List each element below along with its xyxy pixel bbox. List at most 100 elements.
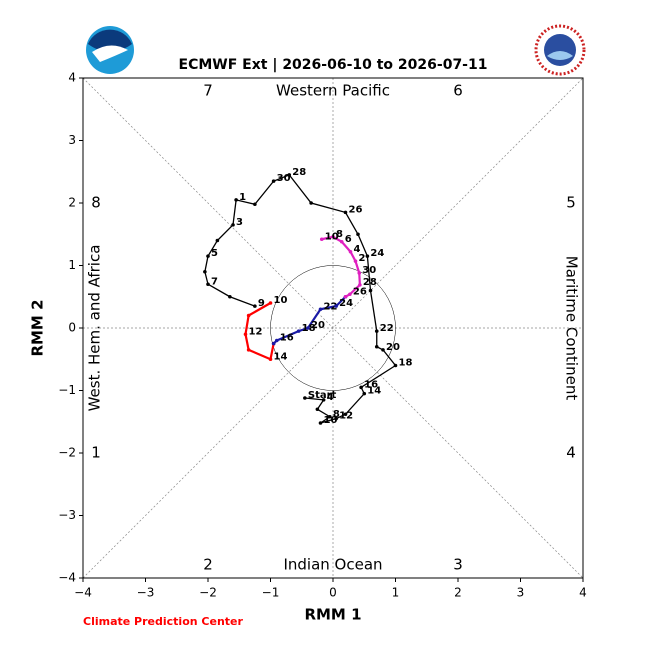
point-label: 30: [277, 173, 291, 184]
point: [234, 198, 238, 202]
x-tick-label: −1: [262, 586, 280, 600]
point: [348, 292, 352, 297]
point-label: 16: [280, 333, 294, 344]
x-tick-label: 0: [329, 586, 337, 600]
point-label: 24: [339, 298, 353, 309]
point: [321, 398, 326, 402]
phase-label: 4: [566, 444, 576, 462]
point-label: 2: [359, 253, 366, 264]
y-axis-label: RMM 2: [29, 299, 47, 356]
point: [368, 288, 373, 293]
phase-label: 3: [453, 556, 463, 574]
point: [393, 363, 398, 368]
x-tick-label: −2: [199, 586, 217, 600]
point: [357, 271, 362, 275]
point: [365, 254, 370, 258]
point-label: 10: [324, 415, 338, 426]
point: [374, 329, 379, 333]
point: [353, 259, 358, 263]
point: [318, 421, 323, 425]
point-label: 30: [362, 265, 376, 276]
point: [359, 385, 363, 390]
point: [268, 357, 273, 362]
y-tick-label: 2: [68, 196, 76, 210]
phase-label: 2: [203, 556, 213, 574]
point-label: 22: [324, 301, 338, 312]
point: [319, 237, 324, 242]
y-tick-label: 1: [68, 258, 76, 272]
point-label: 18: [399, 358, 413, 369]
x-tick-label: 1: [392, 586, 400, 600]
point-label: 12: [339, 411, 353, 422]
point-label: 22: [380, 323, 394, 334]
point: [328, 414, 332, 419]
point-label: 20: [311, 320, 325, 331]
y-tick-label: 3: [68, 133, 76, 147]
nws-logo: [534, 24, 586, 76]
point: [339, 239, 344, 244]
point-label: 14: [274, 351, 288, 362]
point-label: 7: [211, 276, 218, 287]
point: [306, 326, 310, 330]
y-tick-label: 0: [68, 321, 76, 335]
point-label: 10: [274, 295, 288, 306]
point: [331, 234, 335, 239]
point-label: 10: [325, 231, 339, 242]
point: [318, 307, 323, 312]
y-tick-label: 4: [68, 71, 76, 85]
point: [358, 283, 362, 287]
noaa-logo: [86, 26, 134, 74]
point: [203, 269, 207, 274]
region-label: West. Hem. and Africa: [86, 245, 104, 412]
x-tick-label: 2: [454, 586, 462, 600]
point: [253, 202, 257, 207]
point: [268, 301, 273, 305]
point-label: 4: [354, 244, 361, 255]
point: [309, 201, 313, 205]
point: [253, 304, 257, 308]
point-label: 28: [292, 167, 306, 178]
point-label: 26: [349, 204, 363, 215]
phase-label: 6: [453, 82, 463, 100]
point: [381, 348, 385, 352]
point: [348, 249, 353, 254]
x-tick-label: −4: [74, 586, 92, 600]
point-label: Start: [308, 390, 337, 401]
point: [271, 179, 276, 183]
phase-label: 8: [91, 194, 101, 212]
point: [334, 304, 338, 308]
x-tick-label: 3: [517, 586, 525, 600]
y-tick-label: −1: [58, 383, 76, 397]
phase-label: 7: [203, 82, 213, 100]
point-label: 16: [364, 379, 378, 390]
point-label: 14: [367, 386, 381, 397]
point-label: 28: [363, 277, 377, 288]
point-label: 26: [353, 286, 367, 297]
credit: Climate Prediction Center: [83, 615, 243, 628]
point-label: 8: [336, 229, 343, 240]
y-tick-label: −3: [58, 508, 76, 522]
y-tick-label: −2: [58, 446, 76, 460]
phase-label: 1: [91, 444, 101, 462]
point: [215, 238, 220, 243]
point: [296, 329, 301, 333]
point: [334, 416, 338, 421]
point-label: 4: [327, 392, 334, 403]
point: [228, 294, 232, 299]
point: [246, 348, 251, 352]
phase-label: 5: [566, 194, 576, 212]
point-label: 6: [345, 234, 352, 245]
point-label: 20: [386, 342, 400, 353]
point: [315, 407, 320, 412]
point: [287, 173, 292, 177]
point-label: 5: [211, 248, 218, 259]
point: [303, 396, 307, 400]
trajectory: [244, 302, 275, 361]
region-label: Indian Ocean: [283, 556, 382, 574]
point-label: 24: [370, 248, 384, 259]
point: [231, 223, 235, 227]
point: [343, 294, 348, 299]
point: [362, 391, 367, 396]
